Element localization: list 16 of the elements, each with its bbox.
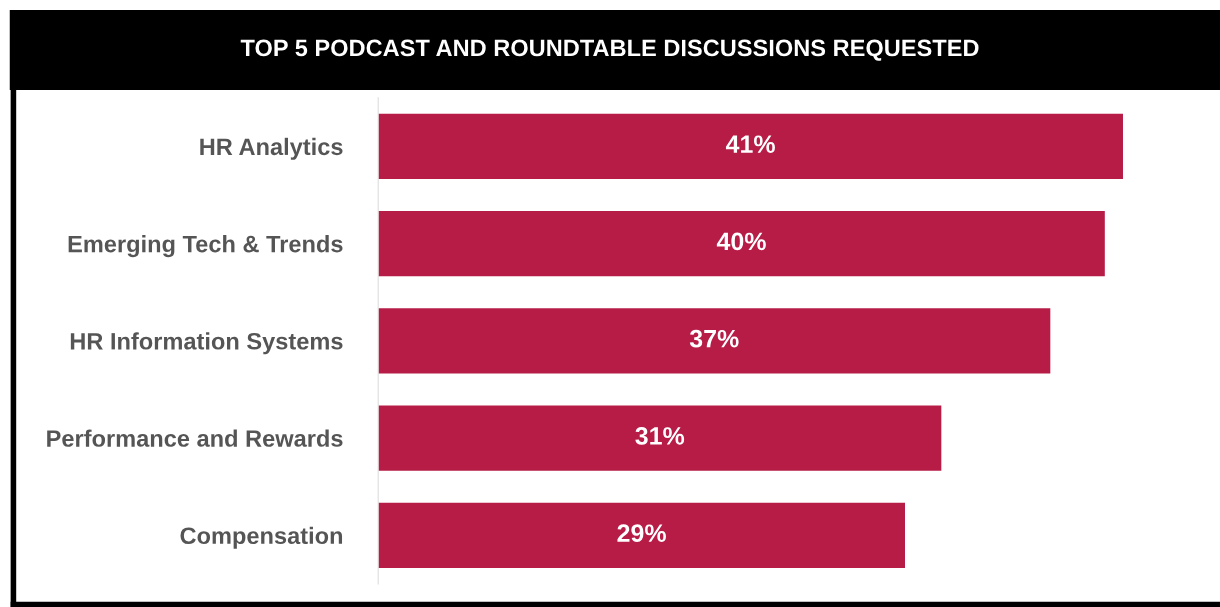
y-tick-label: HR Information Systems [70,332,343,355]
y-tick-label: Performance and Rewards [47,429,343,447]
data-label: 40% [716,232,766,251]
bar [378,211,1105,277]
bar [378,405,942,471]
chart-title: TOP 5 PODCAST AND ROUNDTABLE DISCUSSIONS REQUESTED [240,39,979,61]
data-label: 41% [725,135,775,154]
y-tick-label: Emerging Tech & Trends [68,235,343,258]
y-tick-label: HR Analytics [200,137,343,160]
bar [378,502,905,568]
bar [378,308,1051,374]
data-label: 37% [689,329,739,348]
y-tick-label: Compensation [180,526,343,549]
data-label: 29% [617,524,666,543]
bar [378,113,1123,179]
data-label: 31% [635,427,685,445]
